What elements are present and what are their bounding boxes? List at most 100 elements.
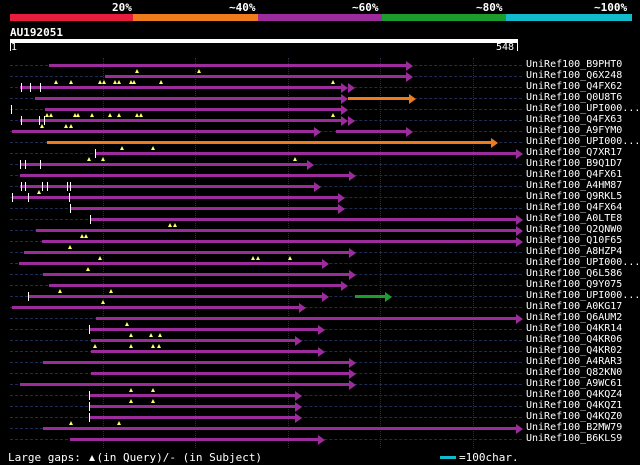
segment-boundary — [25, 160, 26, 169]
query-gap-icon — [151, 344, 155, 348]
alignment-bar — [42, 240, 516, 243]
segment-boundary — [89, 325, 90, 334]
alignment-arrow — [348, 83, 355, 93]
segment-boundary — [47, 182, 48, 191]
hit-link[interactable]: UniRef100_Q4KQZ0 — [526, 411, 623, 422]
alignment-arrow — [516, 424, 523, 434]
query-id: AU192051 — [10, 26, 63, 39]
alignment-arrow — [322, 259, 329, 269]
alignment-arrow — [516, 314, 523, 324]
alignment-bar — [89, 394, 295, 397]
query-gap-icon — [45, 113, 49, 117]
segment-boundary — [21, 116, 22, 125]
hit-link[interactable]: UniRef100_B9Q1D7 — [526, 158, 623, 169]
legend-text: - (in Subject) — [169, 451, 263, 464]
alignment-arrow — [349, 369, 356, 379]
query-gap-icon — [69, 80, 73, 84]
query-gap-icon — [158, 333, 162, 337]
query-start-tick — [10, 41, 11, 51]
hit-link[interactable]: UniRef100_Q6X248 — [526, 70, 623, 81]
hit-link[interactable]: UniRef100_UPI000... — [526, 290, 640, 301]
hit-link[interactable]: UniRef100_Q4FX61 — [526, 169, 623, 180]
segment-boundary — [70, 204, 71, 213]
alignment-arrow — [516, 226, 523, 236]
query-gap-icon — [135, 113, 139, 117]
segment-boundary — [42, 182, 43, 191]
segment-boundary — [89, 402, 90, 411]
alignment-bar — [70, 207, 338, 210]
alignment-arrow — [349, 358, 356, 368]
hit-link[interactable]: UniRef100_A0KG17 — [526, 301, 623, 312]
hit-link[interactable]: UniRef100_A0LTE8 — [526, 213, 623, 224]
alignment-arrow — [322, 292, 329, 302]
segment-boundary — [28, 193, 29, 202]
alignment-arrow — [349, 380, 356, 390]
hit-link[interactable]: UniRef100_B6KLS9 — [526, 433, 623, 444]
scale-bar — [440, 456, 456, 459]
hit-link[interactable]: UniRef100_Q4KR02 — [526, 345, 623, 356]
query-gap-icon — [84, 234, 88, 238]
alignment-arrow — [295, 336, 302, 346]
hit-link[interactable]: UniRef100_Q6L586 — [526, 268, 623, 279]
legend-gap: Large gaps: (in Query)/- (in Subject) — [8, 451, 262, 464]
hit-link[interactable]: UniRef100_B2MW79 — [526, 422, 623, 433]
identity-band-orange — [133, 14, 258, 21]
hit-link[interactable]: UniRef100_A9FYM0 — [526, 125, 623, 136]
query-gap-icon — [293, 157, 297, 161]
segment-boundary — [69, 193, 70, 202]
hit-link[interactable]: UniRef100_Q2QNW0 — [526, 224, 623, 235]
alignment-bar — [24, 251, 349, 254]
hit-link[interactable]: UniRef100_Q9Y075 — [526, 279, 623, 290]
hit-link[interactable]: UniRef100_Q4FX64 — [526, 202, 623, 213]
hit-link[interactable]: UniRef100_Q0U8T6 — [526, 92, 623, 103]
alignment-bar — [20, 119, 341, 122]
hit-link[interactable]: UniRef100_Q82KN0 — [526, 367, 623, 378]
query-gap-icon — [68, 245, 72, 249]
hit-link[interactable]: UniRef100_A4HM87 — [526, 180, 623, 191]
alignment-bar — [91, 339, 295, 342]
alignment-bar — [43, 427, 516, 430]
hit-link[interactable]: UniRef100_Q4FX63 — [526, 114, 623, 125]
alignment-bar — [91, 372, 349, 375]
query-gap-icon — [157, 344, 161, 348]
hit-link[interactable]: UniRef100_Q4KQZ1 — [526, 400, 623, 411]
segment-boundary — [39, 116, 40, 125]
query-gap-icon — [151, 399, 155, 403]
hit-link[interactable]: UniRef100_Q9RKL5 — [526, 191, 623, 202]
hit-link[interactable]: UniRef100_Q4KR14 — [526, 323, 623, 334]
threshold-label: ~80% — [476, 1, 503, 14]
hit-link[interactable]: UniRef100_B9PHT0 — [526, 59, 623, 70]
alignment-bar — [49, 284, 341, 287]
query-gap-icon — [168, 223, 172, 227]
hit-link[interactable]: UniRef100_Q4FX62 — [526, 81, 623, 92]
segment-boundary — [40, 160, 41, 169]
hit-link[interactable]: UniRef100_A9WC61 — [526, 378, 623, 389]
alignment-arrow — [341, 105, 348, 115]
hit-link[interactable]: UniRef100_A4RAR3 — [526, 356, 623, 367]
alignment-bar — [20, 174, 349, 177]
hit-link[interactable]: UniRef100_Q4KQZ4 — [526, 389, 623, 400]
hit-link[interactable]: UniRef100_Q10F65 — [526, 235, 623, 246]
hit-link[interactable]: UniRef100_Q6AUM2 — [526, 312, 623, 323]
hit-link[interactable]: UniRef100_A8HZP4 — [526, 246, 623, 257]
alignment-bar — [19, 262, 322, 265]
alignment-bar — [89, 328, 318, 331]
alignment-bar — [20, 185, 314, 188]
query-gap-icon — [98, 256, 102, 260]
segment-boundary — [25, 182, 26, 191]
alignment-bar — [35, 97, 341, 100]
hit-link[interactable]: UniRef100_UPI000... — [526, 136, 640, 147]
hit-link[interactable]: UniRef100_Q7XR17 — [526, 147, 623, 158]
alignment-arrow — [341, 281, 348, 291]
alignment-bar — [28, 295, 322, 298]
hit-link[interactable]: UniRef100_UPI000... — [526, 103, 640, 114]
alignment-bar — [90, 218, 516, 221]
query-gap-icon — [54, 80, 58, 84]
alignment-arrow — [406, 127, 413, 137]
alignment-arrow — [341, 116, 348, 126]
hit-link[interactable]: UniRef100_UPI000... — [526, 257, 640, 268]
alignment-arrow — [299, 303, 306, 313]
hit-link[interactable]: UniRef100_Q4KR06 — [526, 334, 623, 345]
alignment-arrow — [406, 61, 413, 71]
query-gap-icon — [331, 113, 335, 117]
